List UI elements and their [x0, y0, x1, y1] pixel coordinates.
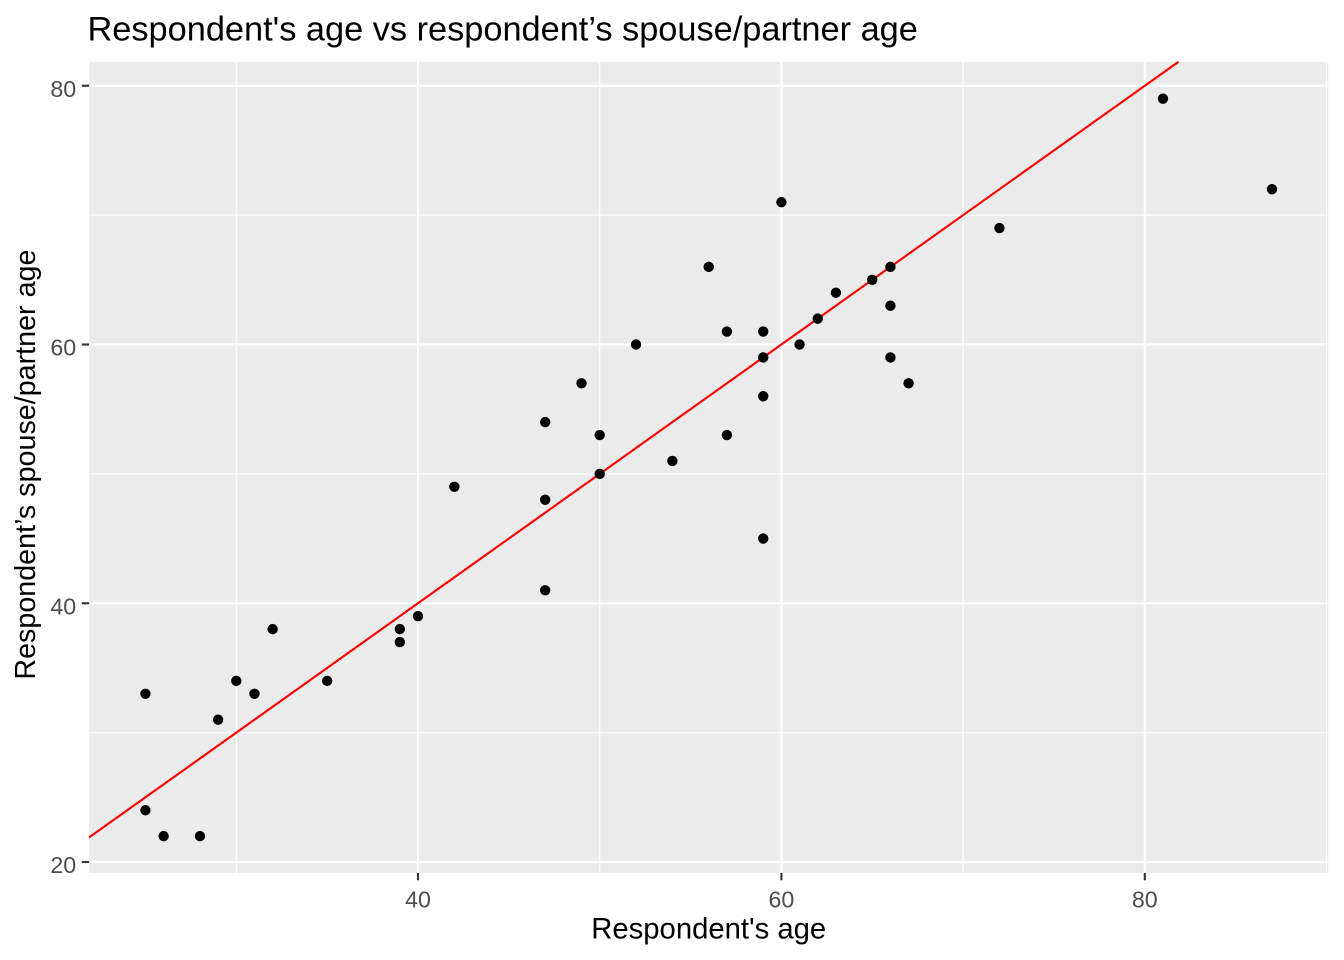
- svg-text:60: 60: [769, 886, 795, 912]
- svg-text:80: 80: [50, 76, 76, 102]
- svg-text:Respondent's age vs respondent: Respondent's age vs respondent’s spouse/…: [88, 11, 918, 49]
- svg-text:20: 20: [50, 852, 76, 878]
- svg-text:Respondent's age: Respondent's age: [591, 913, 826, 945]
- svg-text:40: 40: [405, 886, 431, 912]
- svg-text:40: 40: [50, 593, 76, 619]
- svg-text:80: 80: [1132, 886, 1158, 912]
- svg-text:60: 60: [50, 335, 76, 361]
- svg-text:Respondent’s spouse/partner ag: Respondent’s spouse/partner age: [10, 250, 42, 680]
